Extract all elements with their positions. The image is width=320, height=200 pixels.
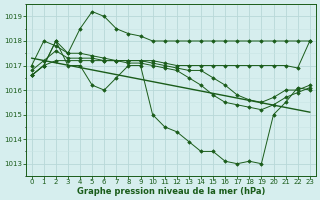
- X-axis label: Graphe pression niveau de la mer (hPa): Graphe pression niveau de la mer (hPa): [76, 187, 265, 196]
